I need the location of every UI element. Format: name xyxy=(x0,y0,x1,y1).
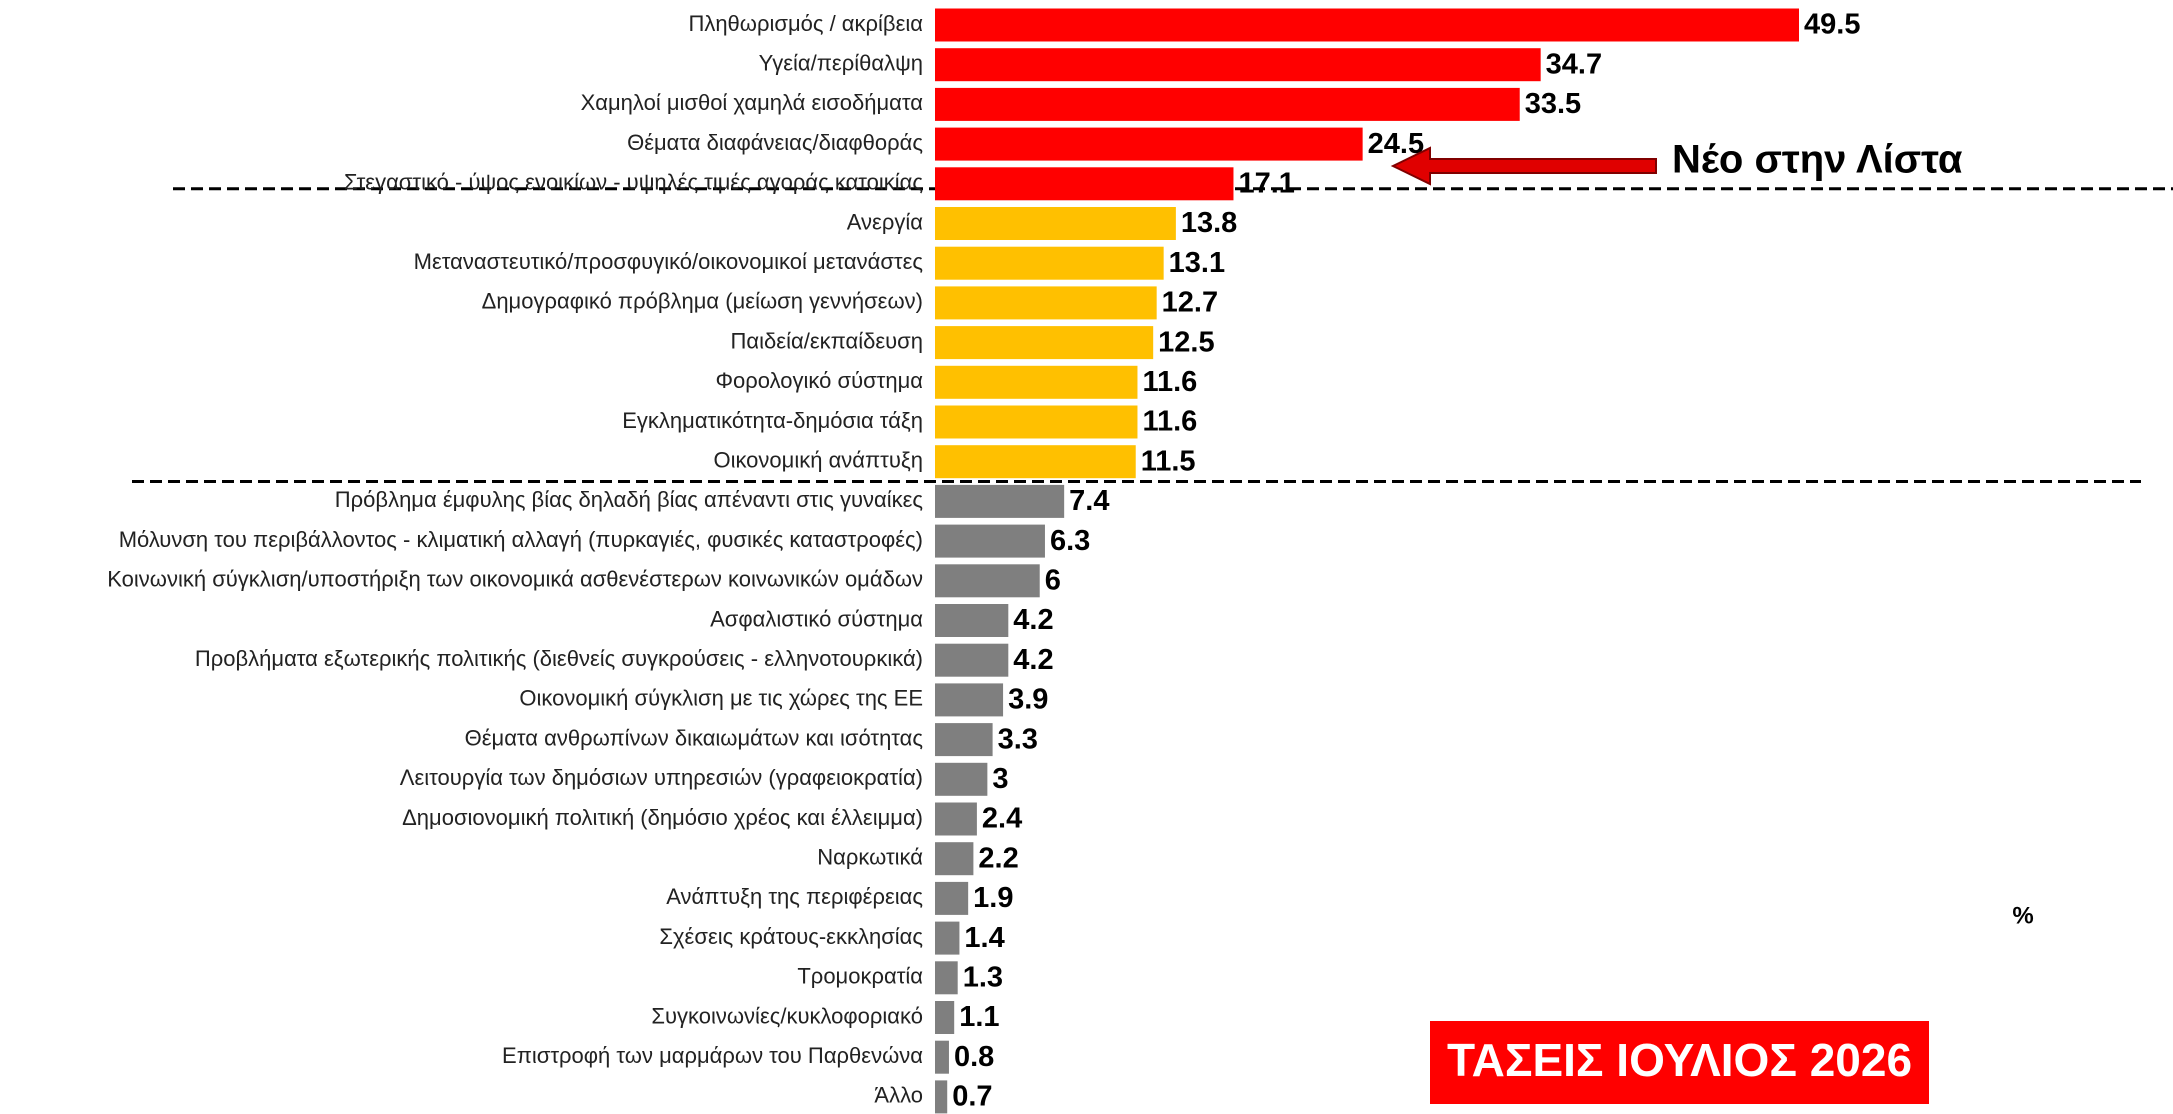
bar xyxy=(935,881,969,915)
bar xyxy=(935,1040,949,1074)
bar xyxy=(935,723,993,757)
value-label: 3 xyxy=(992,763,1008,795)
bar xyxy=(935,961,958,995)
value-label: 12.7 xyxy=(1162,287,1218,319)
value-label: 34.7 xyxy=(1546,48,1602,80)
bar xyxy=(935,1080,948,1114)
bar xyxy=(935,683,1004,717)
category-label: Άλλο xyxy=(874,1083,923,1108)
value-label: 11.5 xyxy=(1141,445,1196,477)
bar xyxy=(935,842,974,876)
bar xyxy=(935,564,1040,598)
bar xyxy=(935,445,1136,479)
value-label: 12.5 xyxy=(1158,326,1214,358)
bar xyxy=(935,87,1520,121)
value-label: 17.1 xyxy=(1238,167,1294,199)
bar xyxy=(935,643,1009,677)
value-label: 4.2 xyxy=(1013,644,1053,676)
category-label: Σχέσεις κράτους-εκκλησίας xyxy=(659,924,923,949)
arrow xyxy=(1390,146,1657,186)
category-label: Στεγαστικό - ύψος ενοικίων - υψηλές τιμέ… xyxy=(344,170,923,195)
category-label: Ανάπτυξη της περιφέρειας xyxy=(666,884,923,909)
bar xyxy=(935,762,988,796)
badge xyxy=(1430,1021,1929,1104)
category-label: Κοινωνική σύγκλιση/υποστήριξη των οικονο… xyxy=(107,567,923,592)
value-label: 13.8 xyxy=(1181,207,1237,239)
value-label: 0.8 xyxy=(954,1041,994,1073)
badge-text: ΤΑΣΕΙΣ ΙΟΥΛΙΟΣ 2026 xyxy=(1447,1034,1912,1086)
value-label: 6 xyxy=(1045,564,1061,596)
bar xyxy=(935,1001,955,1034)
bar xyxy=(935,326,1154,360)
category-label: Πληθωρισμός / ακρίβεια xyxy=(688,11,923,36)
category-label: Παιδεία/εκπαίδευση xyxy=(731,328,923,353)
bar xyxy=(935,246,1164,280)
bar xyxy=(935,286,1157,320)
bar xyxy=(935,802,977,836)
value-label: 4.2 xyxy=(1013,604,1053,636)
category-label: Δημογραφικό πρόβλημα (μείωση γεννήσεων) xyxy=(482,289,923,314)
category-label: Συγκοινωνίες/κυκλοφοριακό xyxy=(651,1003,923,1028)
value-label: 11.6 xyxy=(1142,366,1197,398)
category-label: Μόλυνση του περιβάλλοντος - κλιματική αλ… xyxy=(119,527,923,552)
bar xyxy=(935,167,1234,201)
value-label: 3.3 xyxy=(998,723,1038,755)
bar xyxy=(935,48,1541,82)
value-label: 3.9 xyxy=(1008,684,1048,716)
bar xyxy=(935,8,1799,42)
value-label: 13.1 xyxy=(1169,247,1225,279)
bar xyxy=(935,524,1045,558)
bar xyxy=(935,405,1138,439)
category-label: Τρομοκρατία xyxy=(797,964,923,989)
unit-label: % xyxy=(2012,902,2033,929)
bar xyxy=(935,365,1138,399)
category-label: Οικονομική σύγκλιση με τις χώρες της ΕΕ xyxy=(519,686,923,711)
bar xyxy=(935,207,1176,240)
bar xyxy=(935,127,1363,161)
category-label: Υγεία/περίθαλψη xyxy=(759,51,923,76)
category-label: Ναρκωτικά xyxy=(817,845,923,870)
category-label: Ασφαλιστικό σύστημα xyxy=(710,606,923,631)
value-label: 0.7 xyxy=(952,1081,992,1113)
category-label: Επιστροφή των μαρμάρων του Παρθενώνα xyxy=(502,1043,923,1068)
value-label: 49.5 xyxy=(1804,9,1860,41)
value-label: 33.5 xyxy=(1525,88,1581,120)
annotation: Νέο στην Λίστα xyxy=(1672,138,1963,182)
category-label: Προβλήματα εξωτερικής πολιτικής (διεθνεί… xyxy=(195,646,923,671)
value-label: 7.4 xyxy=(1069,485,1109,517)
value-label: 6.3 xyxy=(1050,525,1090,557)
category-label: Λειτουργία των δημόσιων υπηρεσιών (γραφε… xyxy=(400,765,923,790)
category-label: Δημοσιονομική πολιτική (δημόσιο χρέος κα… xyxy=(402,805,923,830)
value-label: 11.6 xyxy=(1142,406,1197,438)
value-label: 1.1 xyxy=(959,1001,999,1033)
category-label: Εγκληματικότητα-δημόσια τάξη xyxy=(622,408,923,433)
category-label: Θέματα διαφάνειας/διαφθοράς xyxy=(627,130,923,155)
bar xyxy=(935,484,1065,518)
value-label: 1.4 xyxy=(964,922,1004,954)
category-label: Θέματα ανθρωπίνων δικαιωμάτων και ισότητ… xyxy=(465,725,923,750)
category-label: Φορολογικό σύστημα xyxy=(716,368,924,393)
bar xyxy=(935,921,960,955)
bar xyxy=(935,604,1009,637)
category-label: Οικονομική ανάπτυξη xyxy=(713,448,923,473)
value-label: 2.2 xyxy=(978,842,1018,874)
category-label: Μεταναστευτικό/προσφυγικό/οικονομικοί με… xyxy=(414,249,923,274)
category-label: Χαμηλοί μισθοί χαμηλά εισοδήματα xyxy=(581,90,924,115)
category-label: Ανεργία xyxy=(847,209,923,234)
value-label: 1.9 xyxy=(973,882,1013,914)
value-label: 2.4 xyxy=(982,803,1022,835)
value-label: 1.3 xyxy=(963,961,1003,993)
category-label: Πρόβλημα έμφυλης βίας δηλαδή βίας απέναν… xyxy=(335,487,923,512)
